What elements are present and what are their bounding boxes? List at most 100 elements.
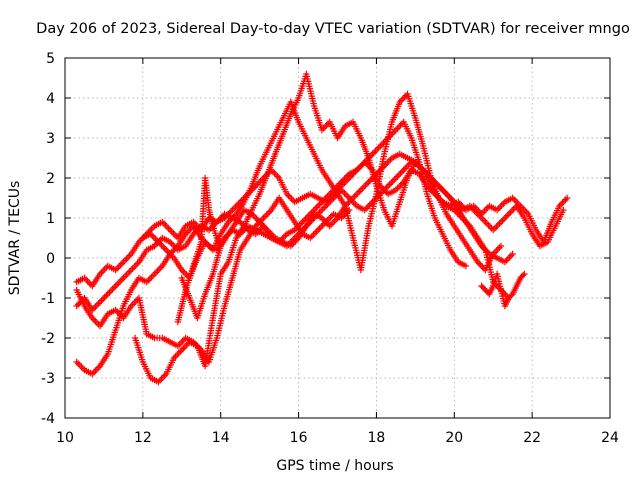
data-point-track-1 bbox=[314, 202, 322, 210]
data-point-track-7 bbox=[485, 222, 492, 229]
data-point-track-3 bbox=[341, 190, 348, 197]
data-point-track-2 bbox=[286, 194, 294, 201]
y-tick-label: -1 bbox=[41, 291, 55, 307]
data-point-track-2 bbox=[92, 303, 99, 310]
data-point-track-3 bbox=[383, 184, 390, 191]
data-point-track-2 bbox=[559, 199, 566, 206]
data-point-track-7 bbox=[483, 220, 491, 227]
y-tick-label: 1 bbox=[46, 211, 55, 227]
data-point-track-2 bbox=[113, 281, 121, 288]
data-point-track-3 bbox=[394, 173, 401, 180]
data-point-track-3 bbox=[402, 165, 409, 172]
y-tick-label: 5 bbox=[46, 51, 55, 67]
data-point-track-1 bbox=[397, 122, 404, 129]
data-point-track-1 bbox=[372, 147, 379, 154]
data-point-track-6 bbox=[496, 244, 503, 251]
data-point-track-5 bbox=[173, 351, 181, 358]
data-point-track-1 bbox=[126, 252, 133, 259]
data-point-track-4 bbox=[113, 308, 121, 315]
data-point-track-4 bbox=[265, 210, 272, 217]
data-point-track-1 bbox=[311, 206, 319, 213]
data-point-track-5 bbox=[321, 123, 329, 130]
data-point-track-4 bbox=[90, 316, 98, 323]
data-point-track-2 bbox=[254, 181, 261, 188]
data-point-track-4 bbox=[314, 226, 322, 234]
data-point-track-1 bbox=[98, 269, 105, 276]
data-point-track-3 bbox=[154, 267, 161, 274]
data-point-track-3 bbox=[397, 170, 404, 177]
data-point-track-3 bbox=[381, 186, 389, 193]
x-tick-label: 24 bbox=[601, 430, 619, 446]
data-point-track-4 bbox=[316, 225, 323, 232]
data-point-track-4 bbox=[132, 298, 140, 305]
data-point-track-2 bbox=[101, 294, 108, 301]
y-tick-label: -4 bbox=[41, 411, 55, 427]
y-axis-label: SDTVAR / TECUs bbox=[7, 181, 23, 296]
y-tick-label: 2 bbox=[46, 171, 55, 187]
data-point-track-3 bbox=[389, 178, 396, 185]
data-point-track-2 bbox=[511, 196, 518, 203]
data-point-track-7 bbox=[331, 218, 338, 225]
data-point-track-4 bbox=[261, 213, 269, 220]
data-point-track-1 bbox=[395, 123, 403, 130]
data-point-track-3 bbox=[392, 174, 400, 182]
data-point-track-4 bbox=[129, 301, 136, 308]
data-point-track-3 bbox=[363, 205, 370, 212]
data-point-track-2 bbox=[132, 262, 140, 269]
data-point-track-3 bbox=[398, 168, 406, 175]
data-point-track-4 bbox=[93, 319, 101, 326]
data-point-track-2 bbox=[127, 266, 135, 274]
data-point-track-3 bbox=[93, 366, 101, 373]
data-point-track-8 bbox=[508, 292, 515, 299]
data-point-track-2 bbox=[395, 183, 403, 190]
data-point-track-1 bbox=[392, 126, 400, 134]
data-point-track-1 bbox=[166, 226, 174, 234]
data-point-track-8 bbox=[521, 270, 528, 278]
data-point-track-3 bbox=[388, 179, 395, 186]
data-point-track-2 bbox=[498, 202, 505, 209]
data-point-track-9 bbox=[217, 242, 224, 250]
data-point-track-5 bbox=[323, 122, 330, 129]
x-tick-label: 12 bbox=[134, 430, 152, 446]
x-tick-label: 10 bbox=[56, 430, 74, 446]
data-point-track-3 bbox=[384, 182, 392, 190]
data-point-track-7 bbox=[480, 217, 488, 224]
data-point-track-5 bbox=[156, 377, 164, 384]
data-point-track-1 bbox=[313, 204, 320, 211]
data-point-track-7 bbox=[328, 221, 335, 228]
data-point-track-2 bbox=[110, 284, 118, 291]
data-point-track-2 bbox=[134, 260, 141, 267]
data-point-track-7 bbox=[560, 206, 567, 214]
data-point-track-4 bbox=[263, 211, 270, 218]
data-point-track-1 bbox=[170, 230, 177, 237]
data-point-track-2 bbox=[271, 170, 278, 177]
data-point-track-1 bbox=[374, 146, 381, 153]
data-point-track-2 bbox=[73, 302, 80, 310]
data-point-track-3 bbox=[319, 206, 326, 213]
data-point-track-3 bbox=[149, 272, 157, 279]
data-point-track-2 bbox=[99, 295, 107, 302]
data-point-track-7 bbox=[494, 222, 502, 229]
y-tick-label: 4 bbox=[46, 91, 55, 107]
data-point-track-7 bbox=[491, 225, 498, 232]
data-point-track-3 bbox=[76, 362, 83, 369]
data-point-track-3 bbox=[507, 252, 515, 259]
data-point-track-1 bbox=[375, 144, 382, 151]
data-point-track-6 bbox=[497, 242, 505, 250]
data-point-track-1 bbox=[117, 262, 124, 269]
data-point-track-5 bbox=[181, 343, 189, 350]
data-point-track-2 bbox=[131, 263, 138, 270]
data-point-track-2 bbox=[129, 265, 136, 272]
data-point-track-3 bbox=[395, 171, 403, 178]
data-point-track-3 bbox=[400, 166, 407, 174]
data-point-track-1 bbox=[377, 142, 384, 150]
data-point-track-3 bbox=[509, 250, 516, 258]
data-point-track-6 bbox=[494, 246, 502, 253]
data-point-track-5 bbox=[175, 350, 182, 357]
data-point-track-3 bbox=[152, 269, 160, 276]
data-point-track-8 bbox=[519, 272, 527, 279]
data-point-track-4 bbox=[317, 223, 325, 230]
data-point-track-1 bbox=[85, 279, 93, 286]
data-point-track-7 bbox=[482, 218, 489, 226]
